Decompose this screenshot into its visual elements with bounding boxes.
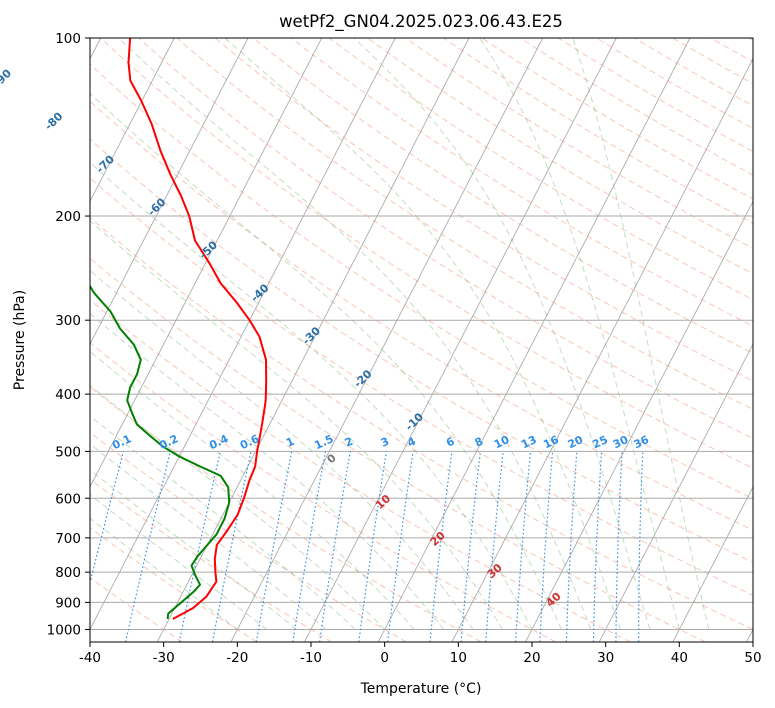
moist-adiabat bbox=[90, 92, 562, 630]
x-tick-label: -20 bbox=[226, 650, 248, 666]
moist-adiabat bbox=[479, 38, 680, 630]
mixing-ratio-label: 10 bbox=[492, 433, 512, 451]
moist-adiabat bbox=[90, 443, 327, 630]
isotherm-line bbox=[598, 343, 753, 642]
dry-adiabat bbox=[90, 431, 407, 642]
mixing-ratio-label: 36 bbox=[632, 433, 652, 451]
x-tick-label: 50 bbox=[744, 650, 761, 666]
mixing-ratio-label: 20 bbox=[566, 433, 586, 451]
y-tick-label: 400 bbox=[55, 387, 81, 403]
y-tick-label: 200 bbox=[55, 209, 81, 225]
x-tick-label: 30 bbox=[597, 650, 614, 666]
isotherm-line bbox=[90, 38, 175, 203]
moist-adiabat bbox=[117, 38, 592, 630]
isotherm-line bbox=[672, 485, 753, 642]
mixing-ratio-line bbox=[125, 451, 171, 642]
moist-adiabat bbox=[572, 38, 710, 630]
y-tick-label: 800 bbox=[55, 565, 81, 581]
x-tick-label: 10 bbox=[450, 650, 467, 666]
x-axis-title: Temperature (°C) bbox=[360, 681, 482, 697]
x-tick-label: 0 bbox=[380, 650, 389, 666]
y-tick-label: 300 bbox=[55, 313, 81, 329]
isotherm-line bbox=[304, 38, 617, 642]
dry-adiabat bbox=[138, 38, 753, 440]
moist-adiabat bbox=[90, 415, 356, 630]
mixing-ratio-line bbox=[358, 451, 388, 642]
y-tick-label: 900 bbox=[55, 595, 81, 611]
mixing-ratio-line bbox=[211, 451, 252, 642]
moist-adiabat bbox=[90, 220, 503, 630]
isotherm-line bbox=[451, 57, 753, 642]
mixing-ratio-label: 30 bbox=[611, 433, 631, 451]
dry-adiabat bbox=[90, 100, 753, 531]
isotherm-line bbox=[90, 38, 323, 488]
dry-adiabat bbox=[252, 38, 753, 354]
moist-adiabat bbox=[224, 38, 621, 630]
x-tick-label: 40 bbox=[671, 650, 688, 666]
mixing-ratio-label: 13 bbox=[519, 433, 538, 451]
dry-adiabat bbox=[90, 138, 753, 563]
x-tick-label: -30 bbox=[153, 650, 175, 666]
dry-adiabat bbox=[214, 38, 753, 382]
moist-adiabat bbox=[90, 469, 297, 630]
x-tick-label: -10 bbox=[300, 650, 322, 666]
y-tick-label: 1000 bbox=[47, 622, 81, 638]
mixing-ratio-line bbox=[319, 451, 351, 642]
dewpoint-profile bbox=[90, 284, 231, 620]
temperature-profile bbox=[127, 38, 268, 620]
isotherm-line bbox=[377, 38, 691, 642]
moist-adiabat bbox=[90, 161, 533, 630]
plot-frame bbox=[89, 37, 754, 643]
dry-adiabat bbox=[90, 216, 753, 631]
y-tick-label: 700 bbox=[55, 531, 81, 547]
y-tick-label: 500 bbox=[55, 444, 81, 460]
background-lines bbox=[90, 38, 753, 642]
dry-adiabat bbox=[90, 299, 631, 642]
dry-adiabat bbox=[90, 257, 706, 642]
mixing-ratio-label: 16 bbox=[541, 433, 561, 451]
mixing-ratio-line bbox=[178, 451, 221, 642]
isotherm-line bbox=[90, 38, 249, 346]
dry-adiabat bbox=[90, 177, 753, 596]
x-tick-label: 20 bbox=[523, 650, 540, 666]
y-tick-label: 600 bbox=[55, 491, 81, 507]
mixing-ratio-line bbox=[255, 451, 293, 642]
mixing-ratio-label: 25 bbox=[590, 433, 609, 451]
moist-adiabat bbox=[90, 313, 444, 630]
isotherm-line bbox=[230, 38, 544, 642]
x-tick-label: -40 bbox=[79, 650, 101, 666]
y-axis-title: Pressure (hPa) bbox=[12, 290, 28, 390]
moist-adiabat bbox=[90, 269, 474, 630]
isotherm-line bbox=[525, 200, 753, 642]
mixing-ratio-line bbox=[387, 451, 414, 642]
dry-adiabat bbox=[176, 38, 753, 410]
isotherm-line bbox=[90, 38, 396, 631]
mixing-ratio-line bbox=[292, 451, 327, 642]
axes: -40 -30 -20 -10 0 10 20 30 40 50 100 200 300 400 500 60… bbox=[47, 31, 762, 666]
y-tick-label: 100 bbox=[55, 31, 81, 47]
sounding-lines bbox=[90, 38, 268, 620]
chart-title: wetPf2_GN04.2025.023.06.43.E25 bbox=[279, 12, 563, 32]
moist-adiabat bbox=[353, 38, 651, 630]
